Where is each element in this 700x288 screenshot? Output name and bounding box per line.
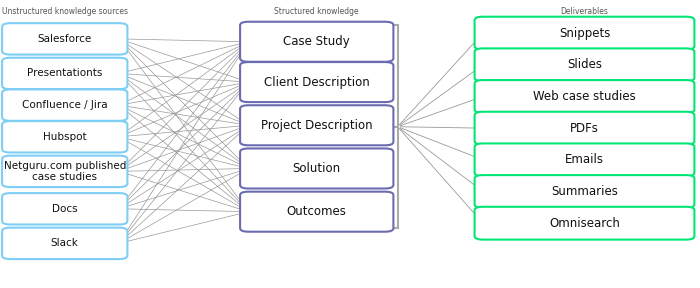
FancyBboxPatch shape (2, 121, 127, 153)
Text: Web case studies: Web case studies (533, 90, 636, 103)
Text: Client Description: Client Description (264, 75, 370, 89)
FancyBboxPatch shape (475, 112, 694, 145)
FancyBboxPatch shape (240, 22, 393, 62)
Text: Case Study: Case Study (284, 35, 350, 48)
FancyBboxPatch shape (475, 48, 694, 81)
FancyBboxPatch shape (240, 105, 393, 145)
FancyBboxPatch shape (475, 207, 694, 240)
Text: Presentationts: Presentationts (27, 69, 102, 78)
FancyBboxPatch shape (2, 228, 127, 259)
Text: Docs: Docs (52, 204, 78, 214)
Text: Hubspot: Hubspot (43, 132, 87, 142)
FancyBboxPatch shape (240, 149, 393, 189)
Text: Solution: Solution (293, 162, 341, 175)
FancyBboxPatch shape (475, 143, 694, 176)
FancyBboxPatch shape (240, 62, 393, 102)
FancyBboxPatch shape (2, 23, 127, 55)
Text: Structured knowledge: Structured knowledge (274, 7, 359, 16)
FancyBboxPatch shape (2, 90, 127, 121)
FancyBboxPatch shape (2, 58, 127, 89)
Text: Netguru.com published
case studies: Netguru.com published case studies (4, 161, 126, 182)
FancyBboxPatch shape (475, 175, 694, 208)
FancyBboxPatch shape (2, 193, 127, 225)
FancyBboxPatch shape (475, 17, 694, 50)
FancyBboxPatch shape (475, 80, 694, 113)
FancyBboxPatch shape (2, 156, 127, 187)
FancyBboxPatch shape (240, 192, 393, 232)
Text: Slack: Slack (51, 238, 78, 248)
Text: Project Description: Project Description (261, 119, 372, 132)
Text: PDFs: PDFs (570, 122, 599, 135)
Text: Salesforce: Salesforce (38, 34, 92, 44)
Text: Summaries: Summaries (551, 185, 618, 198)
Text: Emails: Emails (565, 153, 604, 166)
Text: Deliverables: Deliverables (561, 7, 608, 16)
Text: Unstructured knowledge sources: Unstructured knowledge sources (1, 7, 127, 16)
Text: Confluence / Jira: Confluence / Jira (22, 100, 108, 110)
Text: Omnisearch: Omnisearch (549, 217, 620, 230)
Text: Slides: Slides (567, 58, 602, 71)
Text: Snippets: Snippets (559, 26, 610, 40)
Text: Outcomes: Outcomes (287, 205, 346, 218)
